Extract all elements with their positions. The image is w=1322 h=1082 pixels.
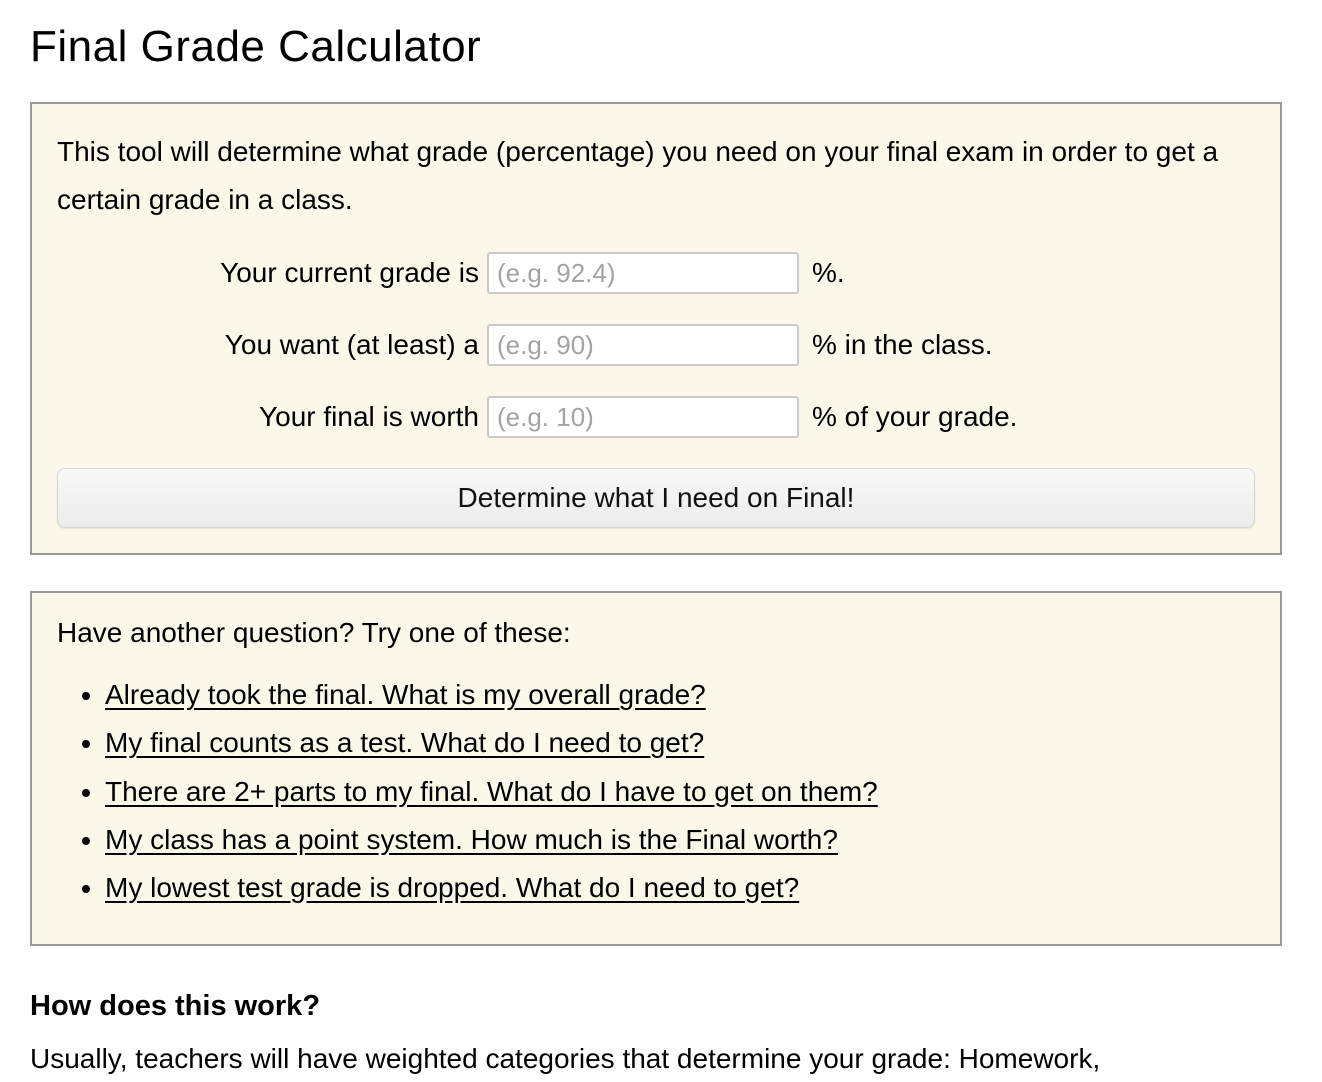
desired-grade-label: You want (at least) a [224, 329, 479, 361]
link-final-counts-as-test[interactable]: My final counts as a test. What do I nee… [105, 727, 705, 759]
questions-panel: Have another question? Try one of these:… [30, 591, 1282, 947]
questions-heading: Have another question? Try one of these: [57, 617, 571, 649]
desired-grade-suffix: % in the class. [812, 329, 993, 361]
current-grade-row: Your current grade is %. [57, 252, 1255, 295]
list-item: There are 2+ parts to my final. What do … [105, 768, 1255, 816]
list-item: Already took the final. What is my overa… [105, 671, 1255, 719]
final-worth-label: Your final is worth [259, 401, 479, 433]
list-item: My class has a point system. How much is… [105, 816, 1255, 864]
how-it-works-paragraph: Usually, teachers will have weighted cat… [30, 1043, 1101, 1075]
link-multi-part-final[interactable]: There are 2+ parts to my final. What do … [105, 775, 878, 807]
list-item: My lowest test grade is dropped. What do… [105, 864, 1255, 912]
current-grade-input[interactable] [487, 252, 799, 295]
final-worth-row: Your final is worth % of your grade. [57, 396, 1255, 439]
link-already-took-final[interactable]: Already took the final. What is my overa… [105, 679, 706, 711]
link-lowest-test-dropped[interactable]: My lowest test grade is dropped. What do… [105, 871, 800, 903]
calculator-panel: This tool will determine what grade (per… [30, 102, 1282, 556]
desired-grade-input[interactable] [487, 324, 799, 367]
link-point-system[interactable]: My class has a point system. How much is… [105, 823, 838, 855]
determine-final-button[interactable]: Determine what I need on Final! [57, 468, 1255, 529]
calculator-description: This tool will determine what grade (per… [57, 136, 1219, 216]
page-title: Final Grade Calculator [30, 22, 482, 71]
current-grade-label: Your current grade is [220, 257, 479, 289]
final-worth-suffix: % of your grade. [812, 401, 1018, 433]
current-grade-suffix: %. [812, 257, 845, 289]
question-list: Already took the final. What is my overa… [57, 671, 1255, 912]
list-item: My final counts as a test. What do I nee… [105, 719, 1255, 767]
final-worth-input[interactable] [487, 396, 799, 439]
desired-grade-row: You want (at least) a % in the class. [57, 324, 1255, 367]
how-it-works-heading: How does this work? [30, 990, 321, 1023]
